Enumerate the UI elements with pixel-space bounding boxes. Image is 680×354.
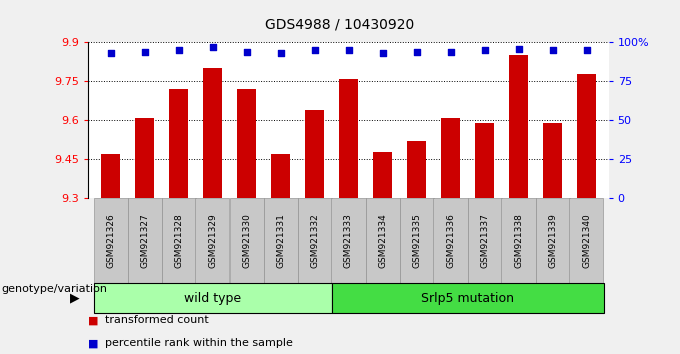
Text: transformed count: transformed count bbox=[105, 315, 209, 325]
Bar bbox=[237, 89, 256, 198]
Text: GSM921337: GSM921337 bbox=[480, 213, 489, 268]
Text: ■: ■ bbox=[88, 315, 99, 325]
Bar bbox=[339, 79, 358, 198]
Text: GSM921328: GSM921328 bbox=[174, 213, 183, 268]
Bar bbox=[441, 118, 460, 198]
Bar bbox=[101, 154, 120, 198]
Bar bbox=[135, 118, 154, 198]
Bar bbox=[271, 154, 290, 198]
Point bbox=[139, 49, 150, 55]
Text: GDS4988 / 10430920: GDS4988 / 10430920 bbox=[265, 18, 415, 32]
Point bbox=[207, 44, 218, 50]
Point bbox=[377, 51, 388, 56]
Point bbox=[275, 51, 286, 56]
Bar bbox=[543, 123, 562, 198]
Text: GSM921339: GSM921339 bbox=[548, 213, 557, 268]
Point bbox=[309, 47, 320, 53]
Text: GSM921336: GSM921336 bbox=[446, 213, 455, 268]
Text: GSM921333: GSM921333 bbox=[344, 213, 353, 268]
Bar bbox=[407, 141, 426, 198]
Bar bbox=[475, 123, 494, 198]
Point bbox=[547, 47, 558, 53]
Text: GSM921340: GSM921340 bbox=[582, 213, 591, 268]
Point bbox=[343, 47, 354, 53]
Text: GSM921327: GSM921327 bbox=[140, 213, 149, 268]
Text: GSM921332: GSM921332 bbox=[310, 213, 319, 268]
Text: genotype/variation: genotype/variation bbox=[1, 284, 107, 295]
Text: ■: ■ bbox=[88, 338, 99, 348]
Text: ▶: ▶ bbox=[70, 292, 80, 305]
Text: GSM921331: GSM921331 bbox=[276, 213, 285, 268]
Point bbox=[445, 49, 456, 55]
Text: GSM921326: GSM921326 bbox=[106, 213, 115, 268]
Text: percentile rank within the sample: percentile rank within the sample bbox=[105, 338, 293, 348]
Text: Srlp5 mutation: Srlp5 mutation bbox=[421, 292, 514, 305]
Text: GSM921329: GSM921329 bbox=[208, 213, 217, 268]
Point bbox=[105, 51, 116, 56]
Bar bbox=[577, 74, 596, 198]
Bar bbox=[509, 56, 528, 198]
Bar bbox=[203, 68, 222, 198]
Text: GSM921335: GSM921335 bbox=[412, 213, 421, 268]
Bar bbox=[373, 152, 392, 198]
Point bbox=[581, 47, 592, 53]
Bar bbox=[169, 89, 188, 198]
Text: wild type: wild type bbox=[184, 292, 241, 305]
Point bbox=[173, 47, 184, 53]
Text: GSM921338: GSM921338 bbox=[514, 213, 523, 268]
Point bbox=[411, 49, 422, 55]
Point bbox=[513, 46, 524, 52]
Text: GSM921330: GSM921330 bbox=[242, 213, 251, 268]
Text: GSM921334: GSM921334 bbox=[378, 213, 387, 268]
Point bbox=[479, 47, 490, 53]
Bar bbox=[305, 110, 324, 198]
Point bbox=[241, 49, 252, 55]
